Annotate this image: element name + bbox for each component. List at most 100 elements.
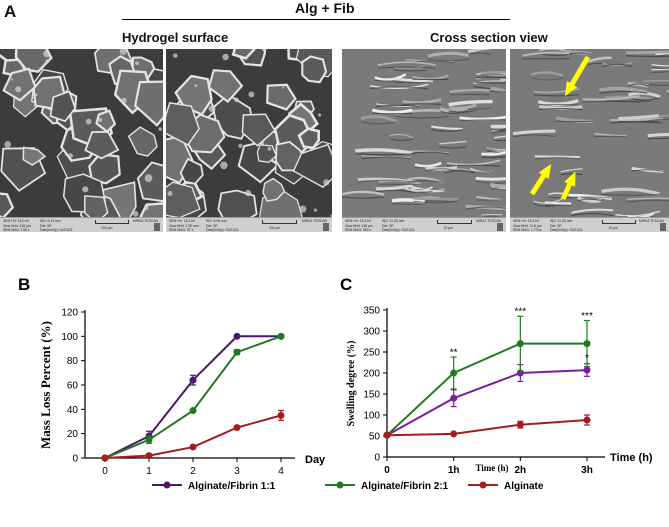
legend-item: Alginate/Fibrin 1:1 [152, 481, 276, 492]
sem-fold [539, 105, 583, 110]
significance-label: *** [514, 307, 526, 318]
series-line-3 [386, 419, 588, 437]
sem-fold [610, 117, 663, 122]
sem-particle [135, 61, 139, 66]
series-line-1 [104, 335, 281, 459]
sem-fold [413, 196, 458, 201]
sem-particle [261, 49, 267, 52]
sem-particle [82, 186, 89, 193]
sem-fold-shadow [481, 156, 506, 159]
y-tick-label: 20 [67, 429, 79, 440]
sem-particle [10, 78, 13, 81]
sem-fold-shadow [556, 120, 594, 123]
sem-particle [98, 118, 103, 122]
x-tick-label: 3 [234, 466, 240, 477]
legend-item: Alginate/Fibrin 2:1 [325, 481, 449, 492]
x-axis-title-bottom: Time (h) [475, 463, 508, 473]
sem-fold [448, 99, 493, 107]
sem-info-date: Date(m/d/y): 01/21/21 [40, 228, 73, 232]
sem-particle [167, 191, 173, 197]
data-point [450, 394, 458, 402]
data-point [583, 416, 591, 424]
sem-fold [631, 166, 664, 173]
sem-particle [119, 49, 127, 55]
sem-fold [625, 50, 669, 55]
sem-info-mag: SEM MAG: 983 x [345, 228, 372, 232]
sem-fold [427, 51, 469, 58]
sem-fold [404, 186, 434, 192]
sem-particle [313, 208, 318, 212]
legend-label: Alginate/Fibrin 1:1 [188, 481, 276, 492]
sem-particle [143, 205, 149, 211]
legend-marker [163, 481, 171, 489]
sem-fold [594, 132, 627, 137]
y-tick-label: 300 [363, 327, 380, 338]
sem-scale-bar [94, 220, 130, 224]
sem-info-mag: SEM MAG: 97 x [169, 228, 194, 232]
y-tick-label: 0 [72, 454, 78, 465]
sem-cell [127, 126, 158, 157]
sem-cell [262, 177, 286, 202]
sem-fold-shadow [409, 151, 450, 155]
sem-scale-label: 20 µm [443, 226, 454, 230]
legend-item: Alginate [468, 481, 544, 492]
sem-info-date: Date(m/d/y): 01/21/21 [550, 228, 583, 232]
sem-fold-shadow [427, 58, 469, 62]
sem-fold-shadow [490, 90, 506, 93]
sem-fold-shadow [355, 153, 413, 156]
sem-fold [530, 71, 564, 77]
sem-particle [282, 86, 285, 89]
data-point [450, 430, 458, 438]
sem-particle [234, 97, 239, 103]
panel-c-letter: C [340, 275, 352, 294]
y-tick-label: 120 [61, 308, 78, 319]
sem-fold [490, 124, 506, 129]
y-tick-label: 150 [363, 390, 380, 401]
sem-corner-block [154, 223, 160, 231]
sem-fold [355, 148, 413, 155]
sem-fold-shadow [470, 170, 493, 173]
sem-fold [394, 77, 433, 84]
sem-fold [490, 182, 506, 189]
data-point [101, 454, 109, 462]
sem-image-2: SEM HV: 15.0 kV WD: 6.08 mm View field: 1.… [166, 49, 332, 232]
x-tick-label: 4 [278, 466, 284, 477]
sem-fold-shadow [404, 190, 433, 194]
sem-fold-shadow [602, 63, 633, 67]
sem-fold [655, 52, 669, 56]
sem-fold-shadow [459, 119, 506, 122]
sem-fold-shadow [571, 213, 614, 217]
sem-info-bar: SEM HV: 15.0 kV WD: 6.08 mm View field: 1.… [166, 217, 332, 232]
sem-fold-shadow [376, 190, 413, 193]
x-tick-label: 1h [448, 465, 460, 476]
sem-particle [85, 118, 92, 125]
sem-info-date: Date(m/d/y): 01/21/21 [206, 228, 239, 232]
sem-texture [342, 49, 506, 217]
sem-info-wd: WD: 11.33 mm [550, 219, 573, 223]
sem-particle [317, 113, 322, 117]
sem-particle [4, 141, 12, 148]
x-tick-label: 2 [190, 466, 196, 477]
sem-fold [599, 86, 648, 94]
sem-particle [121, 97, 127, 104]
sem-fold-shadow [627, 199, 669, 203]
sem-fold [475, 176, 506, 181]
sem-fold [440, 107, 468, 112]
sem-info-mag: SEM MAG: 1.79 kx [513, 228, 542, 232]
sem-fold [377, 61, 436, 66]
sem-fold [439, 140, 467, 145]
sem-particle [222, 53, 229, 61]
sem-fold [391, 198, 425, 204]
sem-fold-shadow [490, 128, 506, 130]
sem-cell [88, 153, 121, 185]
sem-fold-shadow [361, 156, 411, 160]
sem-fold [475, 74, 506, 80]
sem-fold [360, 115, 399, 124]
sem-fold-shadow [425, 168, 458, 172]
sem-fold-shadow [631, 169, 664, 172]
sem-fold-shadow [625, 55, 669, 57]
sem-fold-shadow [651, 71, 669, 74]
sem-fold-shadow [627, 83, 649, 87]
sem-info-bar: SEM HV: 15.0 kV WD: 6.13 mm View field: 41… [0, 217, 163, 232]
sem-fold-shadow [475, 81, 506, 84]
